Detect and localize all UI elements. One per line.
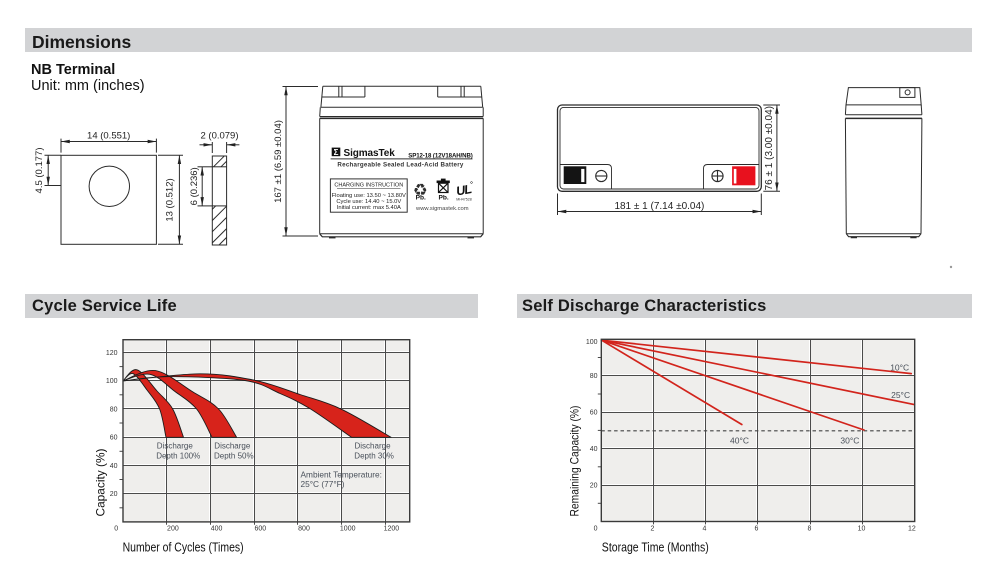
svg-text:400: 400 [211, 526, 223, 533]
svg-text:10°C: 10°C [890, 363, 909, 373]
svg-text:Discharge: Discharge [355, 441, 392, 450]
svg-text:Depth 100%: Depth 100% [156, 452, 200, 461]
svg-text:♻: ♻ [413, 181, 428, 199]
svg-text:2: 2 [651, 526, 655, 533]
svg-text:UL: UL [455, 182, 472, 198]
svg-text:8: 8 [808, 526, 812, 533]
svg-text:60: 60 [110, 435, 118, 442]
svg-text:100: 100 [106, 378, 118, 385]
svg-text:25°C (77°F): 25°C (77°F) [301, 479, 345, 489]
svg-text:20: 20 [590, 483, 598, 490]
svg-text:SP12-18 (12V18AH/NB): SP12-18 (12V18AH/NB) [408, 152, 472, 159]
svg-text:6 (0.236): 6 (0.236) [189, 167, 200, 205]
svg-text:120: 120 [106, 350, 118, 357]
svg-text:Depth 30%: Depth 30% [354, 452, 394, 461]
svg-text:13 (0.512): 13 (0.512) [165, 178, 176, 221]
svg-text:Floating use: 13.50 ~ 13.80V: Floating use: 13.50 ~ 13.80V [332, 193, 406, 199]
svg-text:Ambient Temperature:: Ambient Temperature: [301, 469, 382, 479]
svg-text:Pb.: Pb. [438, 195, 448, 202]
svg-text:76 ± 1 (3.00 ±0.04): 76 ± 1 (3.00 ±0.04) [764, 106, 775, 190]
svg-text:6: 6 [755, 526, 759, 533]
svg-text:10: 10 [858, 526, 866, 533]
svg-text:Σ: Σ [334, 148, 339, 157]
svg-text:4: 4 [703, 526, 707, 533]
svg-text:Discharge: Discharge [157, 441, 194, 450]
svg-text:Rechargeable Sealed Lead-Acid: Rechargeable Sealed Lead-Acid Battery [337, 161, 463, 168]
svg-text:Initial current: max 5.40A: Initial current: max 5.40A [337, 205, 401, 211]
svg-text:Depth 50%: Depth 50% [214, 452, 254, 461]
svg-text:167 ±1 (6.59 ±0.04): 167 ±1 (6.59 ±0.04) [273, 120, 284, 203]
svg-text:30°C: 30°C [840, 436, 859, 446]
svg-text:Cycle use: 14.40 ~ 15.0V: Cycle use: 14.40 ~ 15.0V [336, 199, 401, 205]
svg-text:12: 12 [908, 526, 916, 533]
svg-text:200: 200 [167, 526, 179, 533]
svg-text:2 (0.079): 2 (0.079) [200, 131, 238, 142]
svg-text:1200: 1200 [384, 526, 400, 533]
svg-text:80: 80 [110, 406, 118, 413]
svg-text:CHARGING INSTRUCTION: CHARGING INSTRUCTION [334, 182, 403, 188]
svg-text:Storage Time (Months): Storage Time (Months) [602, 541, 709, 555]
svg-text:MH47528: MH47528 [456, 197, 472, 201]
svg-text:www.sigmastek.com: www.sigmastek.com [415, 206, 469, 212]
svg-text:Capacity (%): Capacity (%) [94, 449, 108, 517]
svg-text:181 ± 1 (7.14 ±0.04): 181 ± 1 (7.14 ±0.04) [614, 201, 704, 212]
svg-text:20: 20 [110, 491, 118, 498]
svg-text:40: 40 [110, 463, 118, 470]
svg-text:800: 800 [298, 526, 310, 533]
svg-text:Discharge: Discharge [214, 441, 251, 450]
svg-text:Remaining Capacity (%): Remaining Capacity (%) [568, 405, 582, 516]
svg-text:80: 80 [590, 373, 598, 380]
svg-text:25°C: 25°C [891, 390, 910, 400]
svg-text:1000: 1000 [340, 526, 356, 533]
svg-text:600: 600 [254, 526, 266, 533]
svg-text:100: 100 [586, 339, 598, 346]
svg-text:Pb.: Pb. [416, 195, 426, 202]
svg-text:40°C: 40°C [730, 436, 749, 446]
svg-text:4.5 (0.177): 4.5 (0.177) [34, 148, 45, 194]
svg-text:40: 40 [590, 446, 598, 453]
svg-text:14 (0.551): 14 (0.551) [87, 131, 130, 142]
svg-text:60: 60 [590, 410, 598, 417]
svg-text:SigmasTek: SigmasTek [344, 148, 396, 159]
svg-text:0: 0 [114, 526, 118, 533]
svg-text:0: 0 [594, 526, 598, 533]
svg-text:Number of Cycles (Times): Number of Cycles (Times) [123, 541, 244, 555]
